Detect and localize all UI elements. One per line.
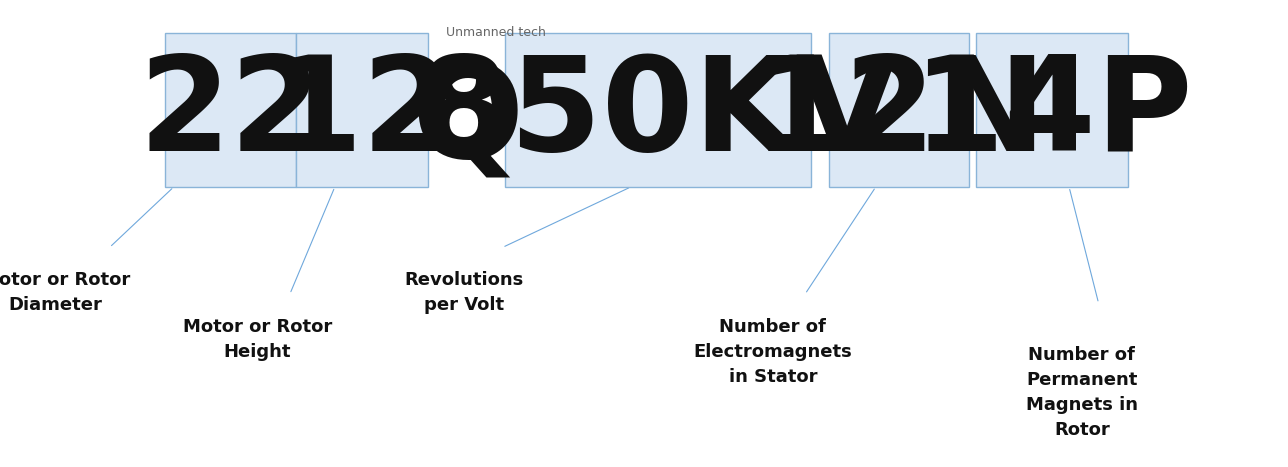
Text: Q: Q: [411, 58, 524, 185]
Text: Number of
Permanent
Magnets in
Rotor: Number of Permanent Magnets in Rotor: [1027, 346, 1137, 439]
Text: 12N: 12N: [752, 51, 1046, 178]
Text: Motor or Rotor
Diameter: Motor or Rotor Diameter: [0, 271, 130, 314]
Text: 14P: 14P: [912, 51, 1193, 178]
Text: Unmanned tech: Unmanned tech: [446, 26, 546, 39]
Text: Revolutions
per Volt: Revolutions per Volt: [404, 271, 523, 314]
Text: 850KV: 850KV: [419, 51, 898, 178]
FancyBboxPatch shape: [505, 33, 811, 187]
Text: Number of
Electromagnets
in Stator: Number of Electromagnets in Stator: [693, 318, 853, 386]
Text: 12: 12: [270, 51, 453, 178]
Text: Motor or Rotor
Height: Motor or Rotor Height: [183, 318, 332, 361]
FancyBboxPatch shape: [829, 33, 969, 187]
FancyBboxPatch shape: [296, 33, 428, 187]
Text: 22: 22: [139, 51, 322, 178]
FancyBboxPatch shape: [165, 33, 296, 187]
FancyBboxPatch shape: [976, 33, 1128, 187]
